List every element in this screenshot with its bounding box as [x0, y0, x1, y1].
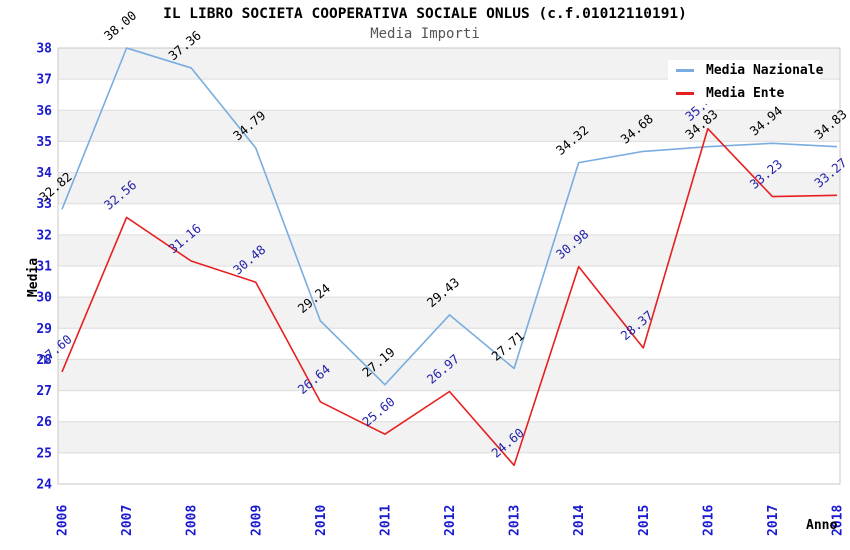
x-tick-label: 2011	[378, 505, 393, 536]
plot-band	[58, 421, 840, 453]
series-line-media-nazionale	[61, 47, 838, 386]
plot-band	[58, 328, 840, 360]
x-tick-label: 2015	[637, 505, 652, 536]
y-tick-label: 28	[36, 353, 52, 368]
y-tick-label: 33	[36, 197, 52, 212]
x-tick-label: 2007	[120, 505, 135, 536]
plot-band	[58, 297, 840, 329]
legend: Media Nazionale Media Ente	[668, 60, 824, 104]
y-tick-label: 34	[36, 166, 52, 181]
plot-band	[58, 266, 840, 298]
x-tick-label: 2018	[831, 505, 846, 536]
y-tick-label: 29	[36, 322, 52, 337]
y-tick-label: 38	[36, 42, 52, 57]
legend-swatch-red	[676, 92, 694, 95]
y-tick-label: 30	[36, 291, 52, 306]
x-tick-label: 2016	[701, 505, 716, 536]
plot-band	[58, 110, 840, 142]
y-tick-label: 35	[36, 135, 52, 150]
y-tick-label: 32	[36, 228, 52, 243]
x-tick-label: 2006	[56, 505, 71, 536]
legend-swatch-blue	[676, 69, 694, 72]
legend-label-media-ente: Media Ente	[706, 86, 785, 101]
plot-band	[58, 390, 840, 422]
plot-border	[57, 47, 841, 485]
y-tick-label: 26	[36, 415, 52, 430]
x-tick-label: 2010	[314, 505, 329, 536]
chart-title: IL LIBRO SOCIETA COOPERATIVA SOCIALE ONL…	[163, 6, 687, 22]
x-tick-label: 2014	[572, 505, 587, 536]
y-tick-label: 27	[36, 384, 52, 399]
y-tick-label: 37	[36, 73, 52, 88]
plot-band	[58, 452, 840, 484]
plot-band	[58, 172, 840, 204]
legend-item-media-ente: Media Ente	[668, 83, 820, 104]
chart-subtitle: Media Importi	[370, 26, 480, 42]
legend-label-media-nazionale: Media Nazionale	[706, 63, 824, 78]
y-tick-label: 24	[36, 478, 52, 493]
y-tick-label: 36	[36, 104, 52, 119]
x-tick-label: 2008	[185, 505, 200, 536]
x-tick-label: 2012	[443, 505, 458, 536]
y-axis-title: Media	[26, 257, 42, 298]
x-tick-label: 2013	[508, 505, 523, 536]
point-label: 38.00	[101, 8, 139, 44]
x-axis-title: Anno	[806, 518, 838, 533]
legend-item-media-nazionale: Media Nazionale	[668, 60, 824, 81]
x-tick-label: 2017	[766, 505, 781, 536]
y-tick-label: 31	[36, 260, 52, 275]
x-tick-label: 2009	[249, 505, 264, 536]
plot-band	[58, 234, 840, 266]
plot-band	[58, 359, 840, 391]
plot-band	[58, 203, 840, 235]
series-line-media-ente	[61, 127, 838, 467]
y-tick-label: 25	[36, 446, 52, 461]
